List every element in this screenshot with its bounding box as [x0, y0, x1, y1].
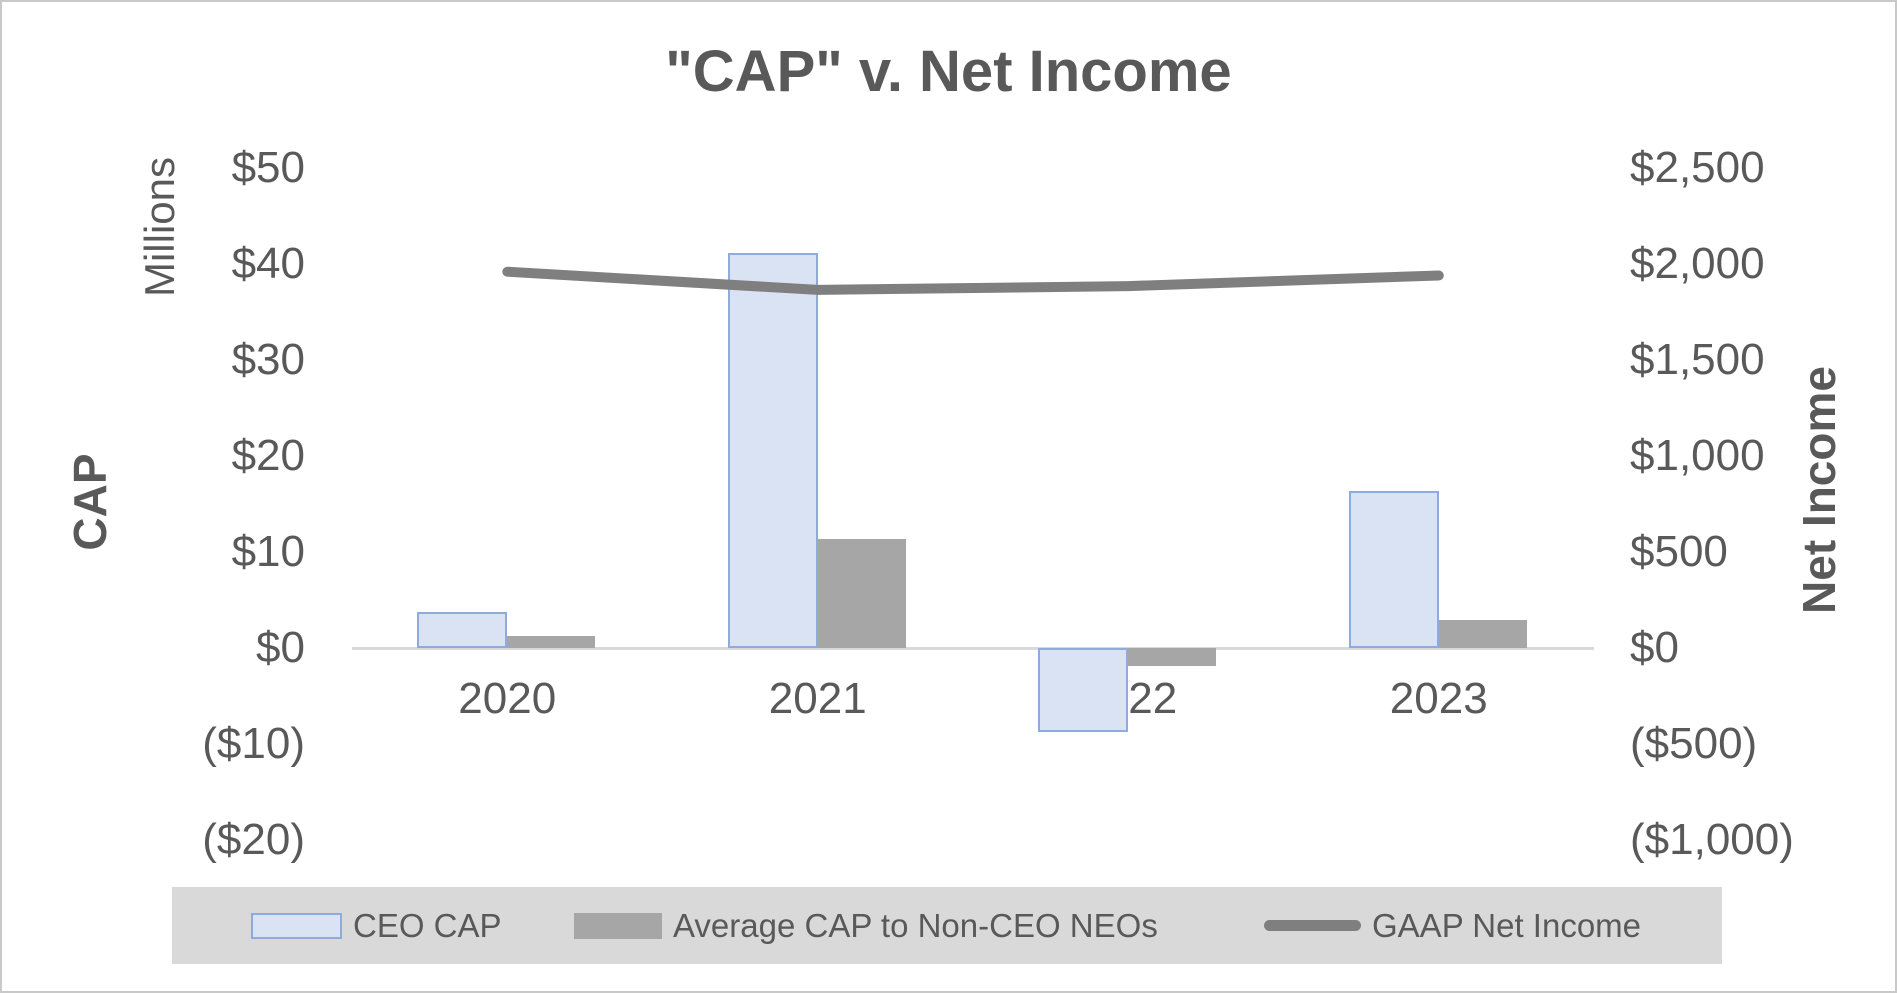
right-axis-title: Net Income [1793, 366, 1845, 614]
legend-item-avg-cap: Average CAP to Non-CEO NEOs [574, 887, 1158, 964]
right-axis-tick: $1,500 [1630, 335, 1765, 384]
bar-ceo-cap-2020 [417, 611, 508, 648]
legend: CEO CAP Average CAP to Non-CEO NEOs GAAP… [172, 887, 1722, 964]
bar-avg-cap-2021 [817, 538, 906, 648]
bar-avg-cap-2022 [1128, 648, 1217, 667]
left-axis-tick: $0 [256, 623, 305, 672]
left-axis-tick: $20 [231, 431, 305, 480]
right-axis-tick: $2,500 [1630, 143, 1765, 192]
x-axis-label: 2020 [458, 674, 557, 723]
right-axis-tick: ($500) [1630, 719, 1758, 768]
legend-item-net-income: GAAP Net Income [1264, 887, 1641, 964]
bar-ceo-cap-2022 [1038, 648, 1129, 732]
right-axis-tick: ($1,000) [1630, 815, 1794, 864]
chart-title: "CAP" v. Net Income [665, 39, 1232, 104]
left-axis-tick: ($10) [202, 719, 305, 768]
left-axis-tick: $50 [231, 143, 305, 192]
ceo-cap-swatch-icon [251, 912, 342, 939]
legend-item-ceo-cap: CEO CAP [251, 887, 502, 964]
right-axis-tick: $1,000 [1630, 431, 1765, 480]
legend-label-net-income: GAAP Net Income [1372, 906, 1642, 944]
x-axis-label: 2021 [768, 674, 867, 723]
right-axis-tick: $500 [1630, 527, 1728, 576]
legend-label-avg-cap: Average CAP to Non-CEO NEOs [673, 906, 1158, 944]
x-axis-label: 2023 [1389, 674, 1488, 723]
net-income-line [502, 266, 1444, 295]
bar-ceo-cap-2023 [1348, 490, 1439, 648]
legend-label-ceo-cap: CEO CAP [353, 906, 502, 944]
left-axis-tick: ($20) [202, 815, 305, 864]
bar-ceo-cap-2021 [727, 253, 818, 648]
x-axis-line [352, 647, 1594, 650]
net-income-line-swatch-icon [1264, 920, 1361, 931]
bar-avg-cap-2023 [1438, 620, 1527, 648]
left-axis-tick: $40 [231, 239, 305, 288]
left-axis-tick: $10 [231, 527, 305, 576]
left-axis-tick: $30 [231, 335, 305, 384]
bar-avg-cap-2020 [507, 635, 596, 648]
avg-cap-swatch-icon [574, 912, 662, 939]
right-axis-tick: $2,000 [1630, 239, 1765, 288]
left-axis-title: CAP [64, 453, 116, 551]
right-axis-tick: $0 [1630, 623, 1679, 672]
